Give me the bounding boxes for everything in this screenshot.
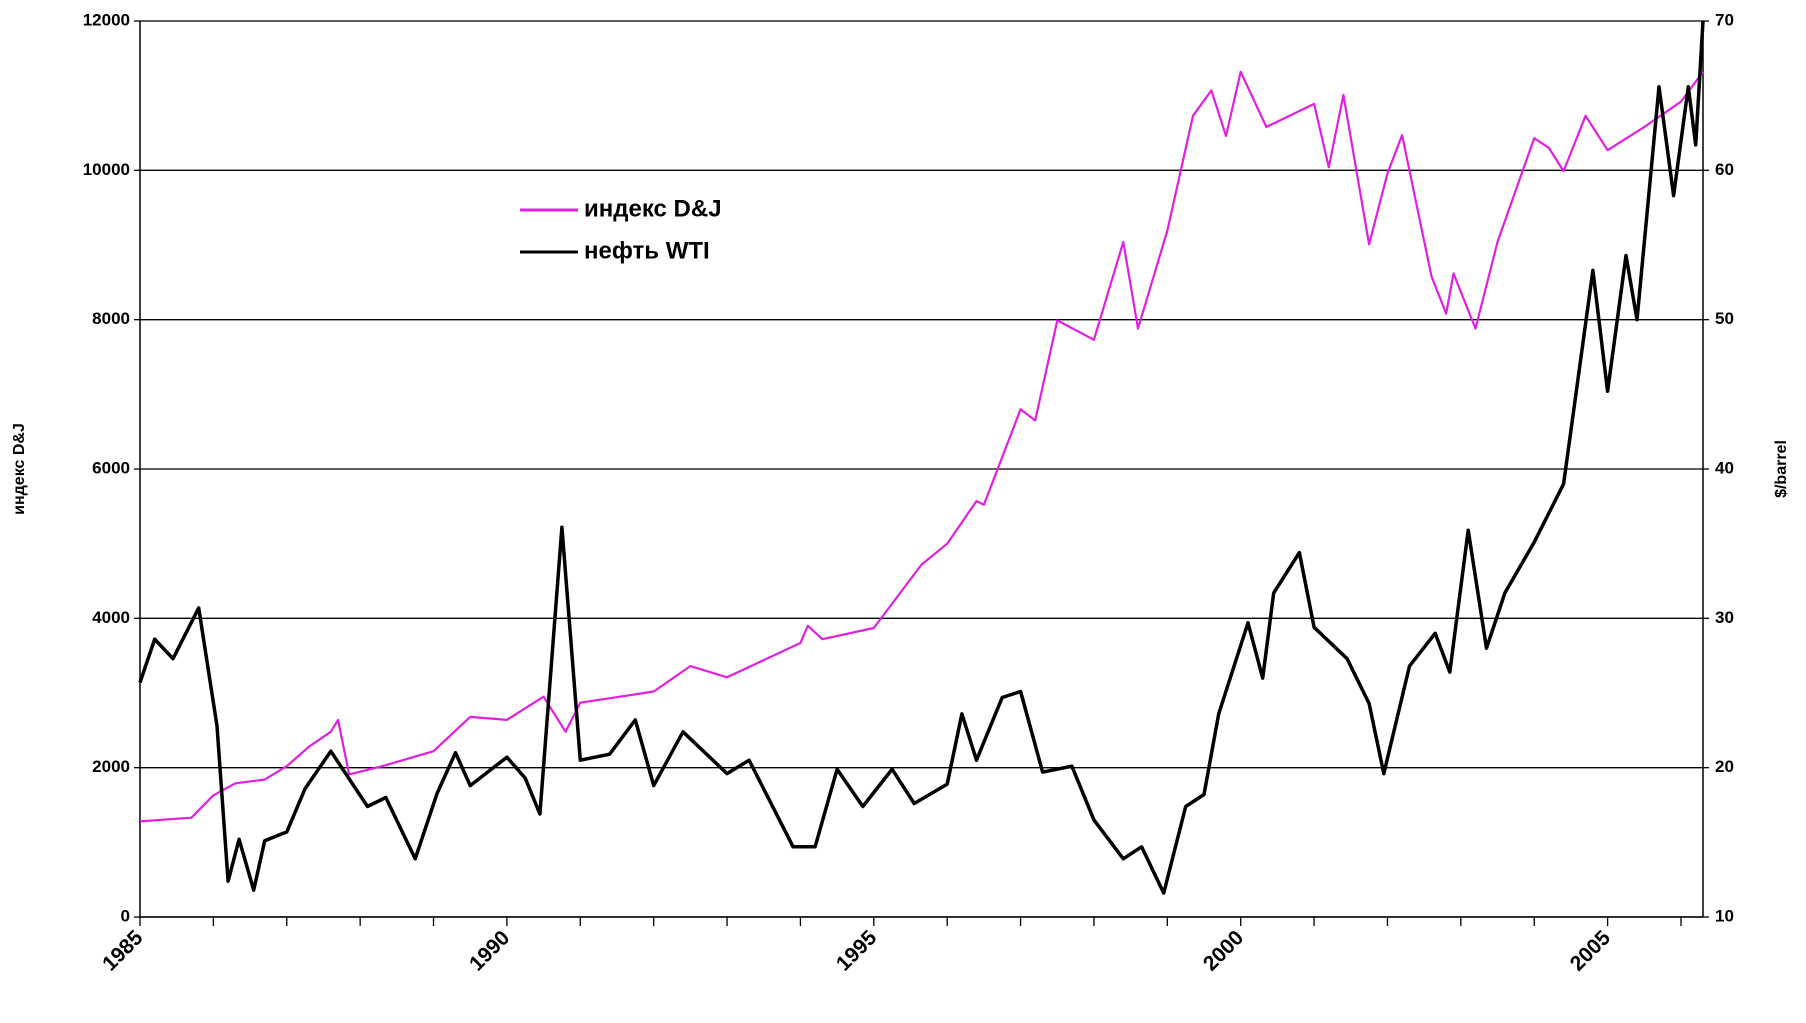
y-tick-label: 8000 xyxy=(92,309,130,328)
y-tick-label: 4000 xyxy=(92,608,130,627)
y-tick-label: 12000 xyxy=(83,10,130,29)
y2-tick-label: 40 xyxy=(1715,458,1734,477)
y2-tick-label: 10 xyxy=(1715,906,1734,925)
y2-tick-label: 50 xyxy=(1715,309,1734,328)
y2-tick-label: 30 xyxy=(1715,608,1734,627)
y-axis-label: индекс D&J xyxy=(11,423,28,515)
data-line xyxy=(138,20,1705,895)
legend-label: нефть WTI xyxy=(584,237,710,264)
y2-tick-label: 60 xyxy=(1715,160,1734,179)
y-tick-label: 0 xyxy=(121,906,130,925)
y2-axis-label: $/barrel xyxy=(1773,440,1790,498)
legend-label: индекс D&J xyxy=(584,195,722,222)
y2-tick-label: 70 xyxy=(1715,10,1734,29)
data-line xyxy=(139,70,1704,823)
y-tick-label: 10000 xyxy=(83,160,130,179)
y2-tick-label: 20 xyxy=(1715,757,1734,776)
y-tick-label: 2000 xyxy=(92,757,130,776)
y-tick-label: 6000 xyxy=(92,458,130,477)
